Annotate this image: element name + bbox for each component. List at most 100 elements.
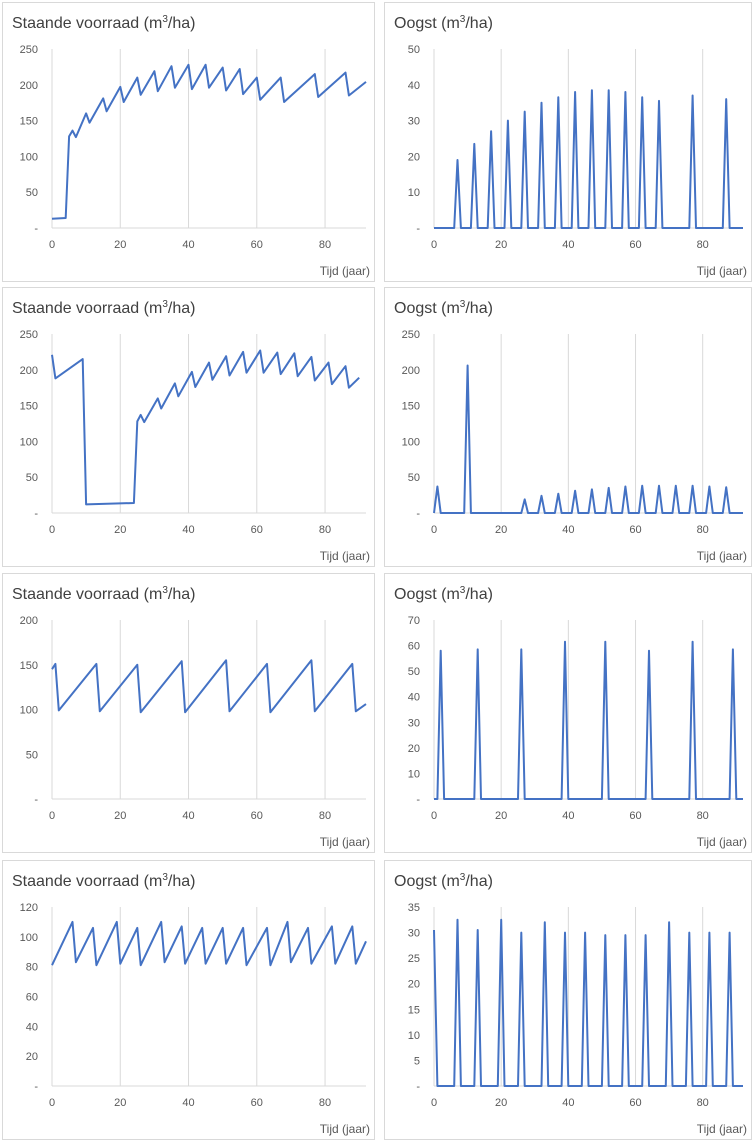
y-tick-label: 10 (408, 768, 420, 780)
x-tick-label: 40 (562, 810, 574, 822)
x-axis-title: Tijd (jaar) (697, 1122, 747, 1136)
chart-panel: Staande voorraad (m3/ha) - 50 100 150 200 250 0… (2, 2, 375, 282)
x-tick-label: 0 (49, 239, 55, 251)
x-tick-label: 0 (49, 810, 55, 822)
series-line (51, 349, 360, 506)
chart-panel: Oogst (m3/ha) - 50 100 150 200 250 0 20 40 60 80 Tij… (384, 287, 752, 567)
y-tick-label: 30 (408, 928, 420, 940)
chart-panel: Oogst (m3/ha) - 10 20 30 40 50 60 70 0 20 40 60 80 Tij… (384, 573, 752, 853)
chart-panel: Oogst (m3/ha) - 5 10 15 20 25 30 35 0 20 40 60 80 Tijd… (384, 860, 752, 1140)
y-tick-label: 20 (26, 1051, 38, 1063)
x-axis-title: Tijd (jaar) (697, 835, 747, 849)
chart-svg: Staande voorraad (m3/ha) - 50 100 150 200 0 20 4… (12, 585, 370, 849)
x-tick-label: 80 (319, 810, 331, 822)
y-tick-label: 40 (408, 692, 420, 704)
series-line (433, 918, 743, 1087)
x-axis-title: Tijd (jaar) (320, 1122, 370, 1136)
series-line (51, 920, 367, 967)
x-tick-label: 0 (431, 1097, 437, 1109)
y-tick-label: 100 (20, 436, 38, 448)
x-axis-title: Tijd (jaar) (697, 264, 747, 278)
y-tick-label: 150 (20, 116, 38, 128)
x-tick-label: 80 (697, 239, 709, 251)
chart-title: Staande voorraad (m3/ha) (12, 872, 195, 890)
x-tick-label: 40 (182, 810, 194, 822)
series-line (433, 364, 743, 514)
y-tick-label: 20 (408, 743, 420, 755)
y-tick-label: - (416, 508, 420, 520)
x-axis-title: Tijd (jaar) (320, 549, 370, 563)
x-tick-label: 80 (697, 1097, 709, 1109)
y-tick-label: - (416, 1081, 420, 1093)
y-tick-label: 25 (408, 953, 420, 965)
y-tick-label: 120 (20, 902, 38, 914)
y-tick-label: 150 (402, 401, 420, 413)
y-tick-label: 40 (26, 1021, 38, 1033)
y-tick-label: 60 (408, 641, 420, 653)
x-tick-label: 80 (319, 1097, 331, 1109)
x-tick-label: 20 (495, 239, 507, 251)
y-tick-label: 50 (26, 187, 38, 199)
x-axis-title: Tijd (jaar) (697, 549, 747, 563)
y-tick-label: 60 (26, 992, 38, 1004)
chart-title: Oogst (m3/ha) (394, 585, 493, 603)
y-tick-label: 10 (408, 1030, 420, 1042)
y-tick-label: 15 (408, 1004, 420, 1016)
y-tick-label: - (416, 223, 420, 235)
y-tick-label: 50 (26, 472, 38, 484)
chart-title: Oogst (m3/ha) (394, 299, 493, 317)
x-tick-label: 0 (431, 810, 437, 822)
x-tick-label: 0 (49, 1097, 55, 1109)
y-tick-label: - (34, 508, 38, 520)
chart-svg: Oogst (m3/ha) - 10 20 30 40 50 60 70 0 20 40 60 80 Tij… (394, 585, 747, 849)
y-tick-label: 200 (20, 365, 38, 377)
x-tick-label: 40 (182, 524, 194, 536)
y-tick-label: 100 (20, 932, 38, 944)
x-tick-label: 80 (319, 239, 331, 251)
x-tick-label: 40 (562, 239, 574, 251)
chart-svg: Staande voorraad (m3/ha) - 50 100 150 200 250 0… (12, 299, 370, 563)
y-tick-label: 150 (20, 660, 38, 672)
x-tick-label: 80 (319, 524, 331, 536)
y-tick-label: 50 (26, 749, 38, 761)
y-tick-label: 30 (408, 116, 420, 128)
x-tick-label: 20 (114, 810, 126, 822)
x-tick-label: 80 (697, 810, 709, 822)
x-tick-label: 60 (251, 239, 263, 251)
y-tick-label: - (34, 223, 38, 235)
y-tick-label: 50 (408, 666, 420, 678)
y-tick-label: 200 (402, 365, 420, 377)
series-line (434, 89, 743, 229)
y-tick-label: 20 (408, 151, 420, 163)
x-tick-label: 20 (495, 524, 507, 536)
y-tick-label: 250 (20, 44, 38, 56)
x-tick-label: 0 (431, 524, 437, 536)
chart-title: Staande voorraad (m3/ha) (12, 14, 195, 32)
chart-title: Staande voorraad (m3/ha) (12, 299, 195, 317)
chart-panel: Staande voorraad (m3/ha) - 50 100 150 200 250 0… (2, 287, 375, 567)
chart-panel: Oogst (m3/ha) - 10 20 30 40 50 0 20 40 60 80 Tijd (j… (384, 2, 752, 282)
x-tick-label: 20 (114, 1097, 126, 1109)
y-tick-label: 200 (20, 80, 38, 92)
y-tick-label: - (34, 794, 38, 806)
chart-panel: Staande voorraad (m3/ha) - 20 40 60 80 100 120 0… (2, 860, 375, 1140)
series-line (51, 659, 367, 714)
chart-title: Staande voorraad (m3/ha) (12, 585, 195, 603)
y-tick-label: 80 (26, 962, 38, 974)
x-tick-label: 60 (251, 1097, 263, 1109)
x-axis-title: Tijd (jaar) (320, 835, 370, 849)
y-tick-label: - (34, 1081, 38, 1093)
x-tick-label: 20 (495, 810, 507, 822)
x-tick-label: 20 (114, 239, 126, 251)
y-tick-label: 40 (408, 80, 420, 92)
x-tick-label: 40 (182, 239, 194, 251)
y-tick-label: 100 (402, 436, 420, 448)
y-tick-label: 200 (20, 615, 38, 627)
x-tick-label: 60 (629, 1097, 641, 1109)
y-tick-label: 250 (402, 329, 420, 341)
chart-panel: Staande voorraad (m3/ha) - 50 100 150 200 0 20 4… (2, 573, 375, 853)
series-line (51, 63, 367, 220)
chart-svg: Staande voorraad (m3/ha) - 20 40 60 80 100 120 0… (12, 872, 370, 1136)
y-tick-label: 50 (408, 44, 420, 56)
x-tick-label: 60 (629, 524, 641, 536)
